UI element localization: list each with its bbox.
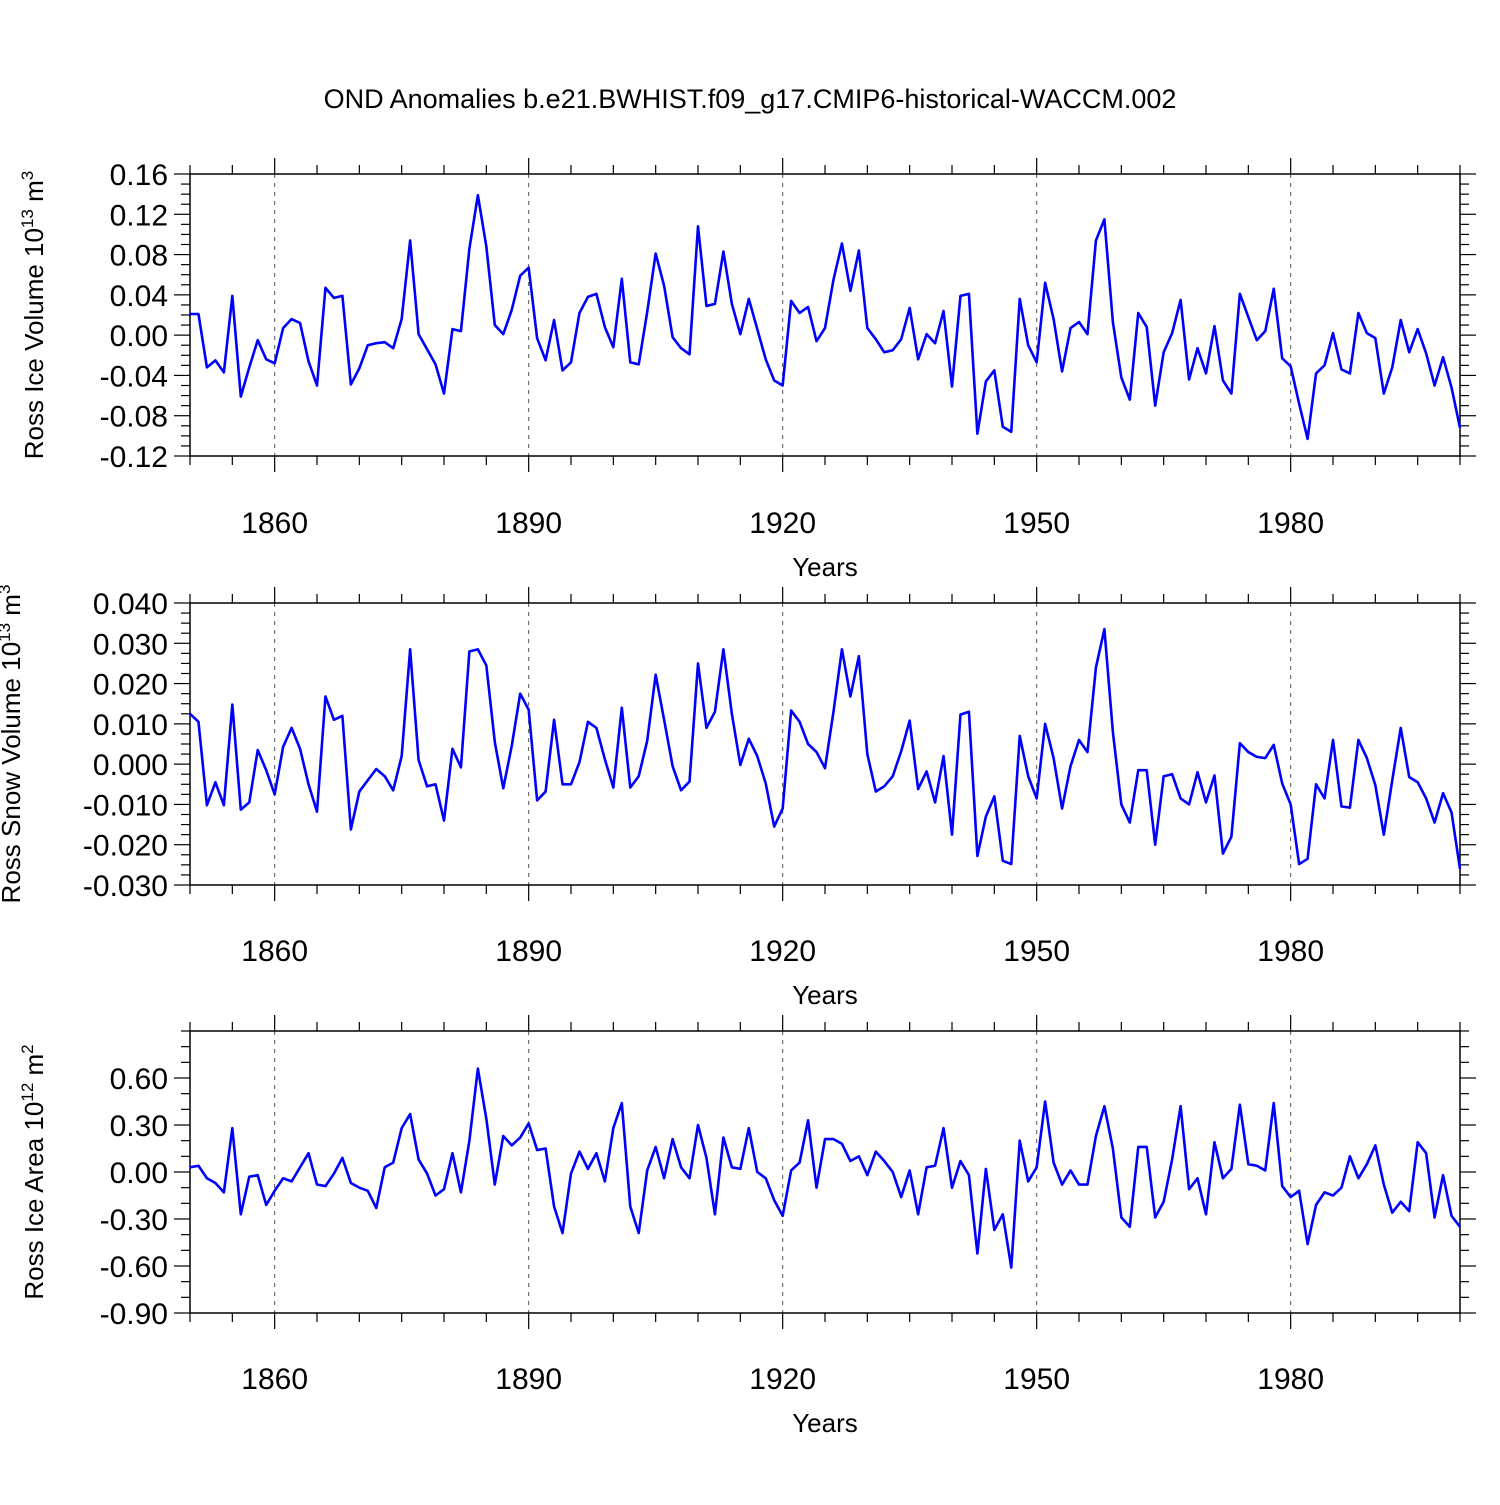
y-tick-label: -0.60	[100, 1251, 168, 1284]
x-tick-label: 1950	[1003, 507, 1070, 540]
y-axis-title-unit-exponent: 2	[18, 1044, 37, 1053]
y-tick-label: -0.12	[100, 441, 168, 474]
x-axis-title: Years	[792, 980, 858, 1010]
y-tick-label: 0.010	[93, 709, 168, 742]
y-tick-label: 0.040	[93, 588, 168, 621]
y-axis-title-main: Ross Ice Area 10	[19, 1102, 49, 1300]
y-tick-label: 0.030	[93, 628, 168, 661]
plot-frame	[189, 602, 1461, 886]
x-tick-label: 1980	[1257, 1363, 1324, 1396]
y-axis-title-exponent: 13	[0, 623, 14, 642]
y-axis-title-main: Ross Ice Volume 10	[19, 228, 49, 459]
plot-frame	[189, 1030, 1461, 1314]
x-axis-title: Years	[792, 1408, 858, 1438]
snow-volume-panel: -0.030 -0.020 -0.010 0.000 0.010 0.020 0.030 0.…	[0, 585, 1476, 1010]
y-tick-label: 0.12	[110, 199, 168, 232]
page-title: OND Anomalies b.e21.BWHIST.f09_g17.CMIP6…	[323, 84, 1177, 114]
x-tick-label: 1920	[749, 1363, 816, 1396]
y-tick-label: 0.16	[110, 159, 168, 192]
snow-volume-series-line	[189, 627, 1462, 870]
x-tick-label: 1890	[495, 507, 562, 540]
y-axis-title-unit-exponent: 3	[0, 585, 14, 594]
x-tick-label: 1860	[241, 507, 308, 540]
y-axis-title-unit-exponent: 3	[18, 171, 37, 180]
x-axis-title: Years	[792, 552, 858, 582]
x-tick-label: 1950	[1003, 1363, 1070, 1396]
y-tick-label: 0.08	[110, 240, 168, 273]
ice-area-panel: -0.90 -0.60 -0.30 0.00 0.30 0.60 1860 1890 1920 1…	[18, 1015, 1476, 1438]
y-axis-title-unit: m	[19, 180, 49, 209]
ice-area-series-line	[189, 1067, 1462, 1269]
y-axis-title-exponent: 12	[18, 1083, 37, 1102]
x-tick-label: 1890	[495, 1363, 562, 1396]
y-tick-label: -0.020	[83, 830, 168, 863]
ice-volume-series-line	[190, 193, 1462, 441]
y-tick-label: -0.90	[100, 1298, 168, 1331]
y-tick-label: 0.60	[110, 1063, 168, 1096]
y-axis-title-unit: m	[19, 1054, 49, 1083]
y-tick-label: -0.30	[100, 1204, 168, 1237]
x-tick-label: 1980	[1257, 935, 1324, 968]
y-axis-title: Ross Snow Volume 1013 m3	[0, 585, 26, 904]
x-tick-label: 1920	[749, 507, 816, 540]
x-tick-label: 1860	[241, 935, 308, 968]
x-tick-label: 1980	[1257, 507, 1324, 540]
y-tick-label: -0.08	[100, 401, 168, 434]
y-tick-label: 0.00	[110, 1157, 168, 1190]
x-tick-label: 1860	[241, 1363, 308, 1396]
x-tick-label: 1890	[495, 935, 562, 968]
y-axis-title-unit: m	[0, 594, 26, 623]
y-axis-title: Ross Ice Volume 1013 m3	[18, 171, 49, 460]
x-tick-label: 1950	[1003, 935, 1070, 968]
y-axis-title: Ross Ice Area 1012 m2	[18, 1044, 49, 1299]
y-tick-label: -0.030	[83, 870, 168, 903]
x-tick-label: 1920	[749, 935, 816, 968]
y-tick-label: -0.010	[83, 789, 168, 822]
y-tick-label: 0.00	[110, 320, 168, 353]
ice-volume-panel: -0.12 -0.08 -0.04 0.00 0.04 0.08 0.12 0.16 1860 1…	[18, 158, 1476, 582]
y-axis-title-main: Ross Snow Volume 10	[0, 642, 26, 904]
y-tick-label: 0.000	[93, 749, 168, 782]
y-tick-label: -0.04	[100, 360, 168, 393]
y-tick-label: 0.020	[93, 669, 168, 702]
y-tick-label: 0.30	[110, 1110, 168, 1143]
y-tick-label: 0.04	[110, 280, 168, 313]
y-axis-title-exponent: 13	[18, 209, 37, 228]
